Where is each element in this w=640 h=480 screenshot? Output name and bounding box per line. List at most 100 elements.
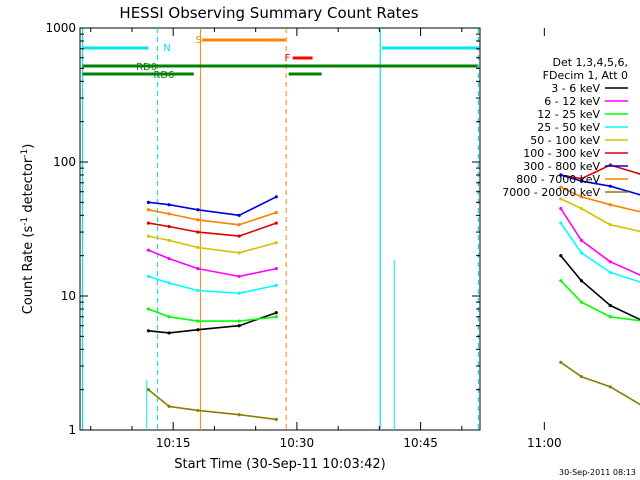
- data-point: [146, 388, 151, 392]
- legend-entry-label: 12 - 25 keV: [537, 108, 600, 121]
- data-point: [196, 245, 200, 250]
- data-point: [559, 221, 563, 225]
- data-point: [274, 195, 278, 199]
- legend-entry-label: 25 - 50 keV: [537, 121, 600, 134]
- legend-entry-label: 3 - 6 keV: [551, 82, 600, 95]
- data-point: [237, 274, 241, 279]
- data-point: [559, 254, 563, 258]
- series-line: [560, 208, 640, 276]
- legend-header-line2: FDecim 1, Att 0: [543, 69, 628, 82]
- data-point: [167, 281, 171, 285]
- flare-flag-label: F: [285, 53, 291, 64]
- y-tick-label: 100: [53, 155, 76, 169]
- data-point: [146, 221, 151, 225]
- data-point: [167, 203, 171, 207]
- data-point: [579, 177, 584, 181]
- data-point: [146, 234, 151, 238]
- legend-entry-label: 800 - 7000 keV: [516, 173, 600, 186]
- rd0-flag-label: RD0: [136, 62, 157, 73]
- series-line: [147, 389, 277, 421]
- legend-entry-label: 300 - 800 keV: [523, 160, 600, 173]
- y-tick-label: 1000: [45, 21, 76, 35]
- y-axis-label: Count Rate (s-1 detector-1): [20, 144, 36, 315]
- series-line: [560, 255, 640, 321]
- legend-entry-label: 50 - 100 keV: [530, 134, 600, 147]
- x-tick-label: 11:00: [527, 436, 562, 450]
- data-point: [559, 360, 563, 364]
- data-point: [579, 195, 584, 199]
- data-point: [146, 329, 151, 333]
- x-tick-label: 10:15: [156, 436, 191, 450]
- data-point: [608, 303, 612, 308]
- data-point: [196, 328, 200, 332]
- data-point: [196, 408, 200, 413]
- data-point: [274, 315, 278, 319]
- data-point: [146, 208, 151, 212]
- data-point: [196, 230, 200, 234]
- series-line: [560, 280, 640, 322]
- series-line: [148, 235, 277, 254]
- data-point: [579, 206, 584, 211]
- data-point: [274, 241, 278, 245]
- night-flag-label: N: [163, 43, 170, 54]
- data-point: [274, 283, 278, 287]
- data-point: [559, 197, 563, 201]
- plot-frame: [79, 27, 481, 431]
- data-point: [608, 270, 612, 275]
- legend-header-line1: Det 1,3,4,5,6,: [552, 56, 628, 69]
- data-point: [579, 179, 584, 183]
- data-point: [274, 267, 278, 271]
- x-axis-label: Start Time (30-Sep-11 10:03:42): [174, 457, 385, 472]
- x-tick-label: 10:30: [280, 436, 315, 450]
- legend: Det 1,3,4,5,6, FDecim 1, Att 0 3 - 6 keV…: [502, 56, 628, 199]
- data-point: [274, 221, 278, 225]
- data-point: [274, 417, 278, 421]
- data-point: [237, 223, 241, 227]
- data-point: [146, 307, 151, 311]
- data-point: [237, 413, 241, 417]
- y-tick-label: 10: [61, 289, 76, 303]
- data-point: [167, 224, 171, 229]
- data-point: [167, 212, 171, 216]
- data-point: [196, 218, 200, 222]
- data-point: [274, 210, 278, 215]
- series-line: [560, 222, 640, 283]
- chart-title: HESSI Observing Summary Count Rates: [119, 4, 418, 22]
- series-line: [148, 196, 277, 217]
- data-point: [608, 385, 612, 389]
- data-point: [579, 238, 584, 242]
- series-line: [148, 308, 277, 322]
- data-point: [237, 319, 241, 323]
- data-point: [559, 173, 563, 177]
- data-point: [167, 238, 171, 242]
- data-point: [237, 213, 241, 217]
- data-point: [167, 315, 171, 319]
- data-point: [237, 324, 241, 328]
- data-point: [196, 288, 200, 293]
- series-line: [148, 275, 277, 294]
- x-tick-label: 10:45: [403, 436, 438, 450]
- series-line: [560, 198, 640, 233]
- data-point: [608, 315, 612, 319]
- data-point: [608, 260, 612, 264]
- data-point: [274, 311, 278, 315]
- data-point: [237, 291, 241, 295]
- data-point: [579, 251, 584, 255]
- data-point: [559, 206, 563, 211]
- data-point: [579, 375, 584, 379]
- series-line: [560, 361, 640, 406]
- data-point: [146, 274, 151, 279]
- legend-entry-label: 100 - 300 keV: [523, 147, 600, 160]
- data-point: [608, 184, 612, 188]
- data-point: [196, 208, 200, 212]
- data-point: [559, 185, 563, 189]
- data-point: [608, 203, 612, 207]
- data-point: [146, 200, 151, 204]
- data-point: [167, 331, 171, 335]
- series-layer: [146, 163, 640, 421]
- data-point: [559, 279, 563, 283]
